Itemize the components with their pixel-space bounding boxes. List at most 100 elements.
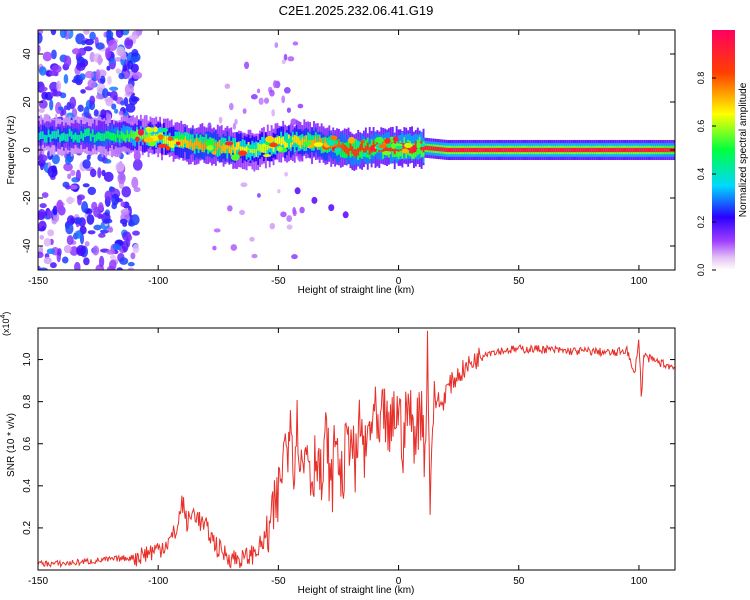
noise-speckle bbox=[127, 261, 135, 267]
noise-speckle bbox=[65, 222, 74, 235]
ridge-cell bbox=[351, 146, 354, 154]
noise-speckle bbox=[119, 257, 129, 265]
ridge-cell bbox=[224, 145, 227, 153]
ridge-blob bbox=[178, 134, 186, 140]
noise-speckle bbox=[69, 246, 79, 256]
noise-speckle bbox=[64, 155, 72, 165]
x-tick-label: -150 bbox=[28, 276, 48, 287]
noise-speckle bbox=[120, 208, 130, 215]
ridge-cell bbox=[61, 133, 63, 141]
colorbar: 0.0 0.2 0.4 0.6 0.8 Normalized spectral ampl… bbox=[696, 30, 749, 276]
ridge-blob bbox=[416, 142, 421, 149]
ridge-blob bbox=[268, 142, 278, 148]
ridge-blob bbox=[157, 143, 168, 148]
noise-speckle bbox=[71, 48, 81, 55]
ridge-cell bbox=[514, 147, 517, 153]
ridge-cell bbox=[289, 139, 292, 148]
noise-speckle bbox=[113, 95, 118, 101]
noise-speckle bbox=[75, 230, 82, 239]
ridge-cell bbox=[511, 147, 513, 153]
colorbar-gradient bbox=[712, 30, 735, 270]
ridge-cell bbox=[261, 144, 263, 153]
ridge-cell bbox=[39, 131, 42, 140]
noise-speckle bbox=[69, 184, 78, 190]
ridge-cell bbox=[636, 147, 638, 153]
noise-speckle bbox=[86, 214, 95, 225]
ridge-cell bbox=[539, 147, 542, 153]
ridge-cell bbox=[164, 136, 167, 144]
ridge-cell bbox=[424, 145, 427, 150]
ridge-cell bbox=[220, 137, 223, 153]
noise-speckle bbox=[230, 244, 238, 251]
ridge-cell bbox=[172, 140, 175, 149]
ridge-cell bbox=[201, 136, 204, 152]
noise-speckle bbox=[83, 30, 90, 35]
ridge-cell bbox=[593, 147, 596, 153]
ridge-cell bbox=[386, 147, 388, 155]
figure-title: C2E1.2025.232.06.41.G19 bbox=[279, 3, 434, 18]
ridge-cell bbox=[78, 134, 81, 143]
ridge-blob bbox=[160, 127, 169, 133]
ridge-cell bbox=[528, 147, 531, 153]
noise-speckle bbox=[290, 118, 297, 126]
ridge-cell bbox=[499, 147, 502, 153]
ridge-cell bbox=[382, 145, 385, 153]
ridge-cell bbox=[134, 131, 137, 140]
noise-speckle bbox=[100, 109, 107, 119]
ridge-blob bbox=[175, 141, 181, 146]
ridge-cell bbox=[484, 147, 487, 153]
secondary-track-point bbox=[328, 204, 335, 212]
ridge-cell bbox=[666, 147, 669, 153]
snr-frame bbox=[37, 327, 676, 571]
noise-speckle bbox=[42, 51, 52, 62]
noise-speckle bbox=[75, 62, 86, 71]
y-tick-label: 0.2 bbox=[22, 521, 33, 535]
ridge-cell bbox=[55, 131, 58, 139]
noise-speckle bbox=[250, 94, 258, 100]
x-tick-label: 100 bbox=[631, 576, 648, 587]
ridge-cell bbox=[203, 142, 206, 150]
noise-speckle bbox=[58, 106, 64, 111]
noise-speckle bbox=[105, 47, 111, 60]
noise-speckle bbox=[38, 44, 41, 54]
ridge-cell bbox=[312, 139, 315, 147]
ridge-cell bbox=[226, 143, 229, 159]
noise-speckle bbox=[52, 90, 63, 97]
ridge-cell bbox=[311, 140, 313, 149]
ridge-cell bbox=[601, 147, 604, 153]
ridge-cell bbox=[87, 128, 90, 136]
noise-speckle bbox=[91, 201, 98, 211]
noise-speckle bbox=[47, 165, 58, 178]
noise-speckle bbox=[132, 230, 140, 236]
ridge-blob bbox=[276, 146, 283, 152]
ridge-blob bbox=[167, 136, 174, 141]
noise-speckle bbox=[104, 190, 113, 202]
noise-speckle bbox=[38, 108, 45, 113]
ridge-cell bbox=[174, 136, 177, 145]
x-tick-label: 50 bbox=[513, 276, 525, 287]
noise-speckle bbox=[43, 256, 52, 265]
ridge-cell bbox=[43, 134, 46, 143]
ridge-cell bbox=[589, 147, 592, 153]
noise-speckle bbox=[131, 176, 139, 189]
ridge-cell bbox=[572, 147, 575, 153]
ridge-cell bbox=[43, 125, 46, 141]
ridge-cell bbox=[389, 143, 392, 152]
noise-speckle bbox=[69, 96, 77, 109]
ridge-cell bbox=[537, 147, 540, 153]
ridge-cell bbox=[324, 138, 327, 147]
ridge-blob bbox=[265, 135, 275, 143]
ridge-cell bbox=[126, 130, 129, 138]
noise-speckle bbox=[115, 68, 122, 74]
noise-speckle bbox=[121, 186, 132, 198]
noise-speckle bbox=[130, 56, 140, 62]
noise-speckle bbox=[272, 80, 278, 89]
ridge-cell bbox=[359, 143, 362, 152]
ridge-cell bbox=[59, 134, 62, 143]
ridge-blob bbox=[381, 151, 392, 156]
noise-speckle bbox=[38, 251, 44, 259]
ridge-cell bbox=[439, 147, 442, 152]
ridge-cell bbox=[493, 147, 496, 153]
ridge-cell bbox=[516, 147, 519, 153]
noise-speckle bbox=[98, 255, 105, 268]
